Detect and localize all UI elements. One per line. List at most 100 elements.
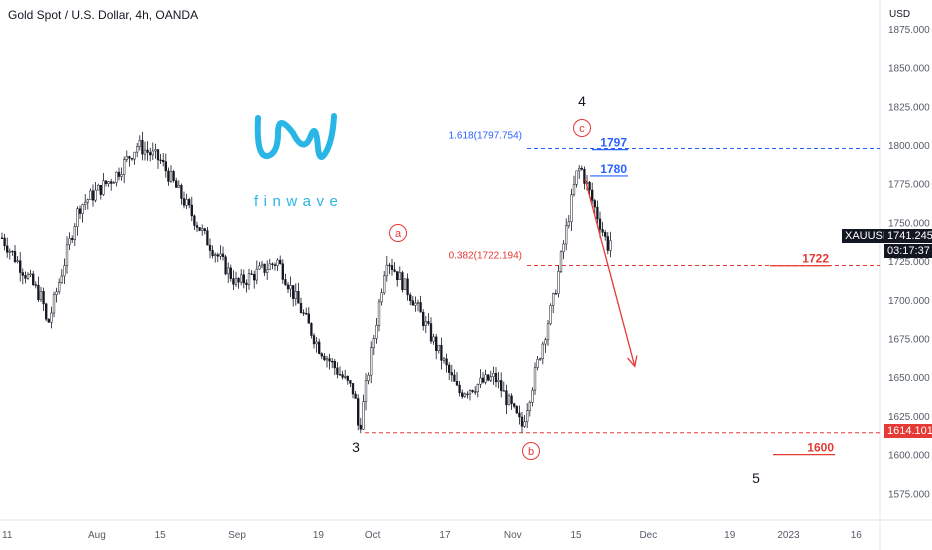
x-tick-label: 16	[851, 530, 863, 541]
candle-body	[167, 170, 170, 182]
countdown-tag: 03:17:37	[884, 244, 932, 258]
wave-label: 4	[578, 93, 586, 109]
candle-body	[377, 301, 381, 326]
candle-body	[99, 184, 102, 195]
candle-body	[237, 278, 240, 283]
y-tick-label: 1725.000	[888, 257, 930, 268]
candle-body	[489, 376, 492, 381]
candle-body	[164, 161, 167, 172]
candle-body	[45, 303, 48, 320]
candle-body	[492, 373, 495, 377]
candle-body	[570, 194, 573, 223]
candle-body	[263, 263, 266, 273]
candle-body	[180, 184, 183, 199]
candle-body	[505, 390, 508, 406]
x-tick-label: 11	[2, 530, 13, 541]
candle-body	[177, 184, 180, 188]
candle-body	[416, 302, 420, 304]
candle-body	[453, 374, 456, 382]
y-tick-label: 1750.000	[888, 218, 930, 229]
candle-body	[11, 250, 14, 253]
candle-body	[130, 158, 134, 160]
candle-body	[190, 204, 193, 217]
candle-body	[260, 263, 264, 267]
candle-body	[94, 189, 97, 201]
candle-body	[572, 184, 576, 195]
candle-body	[406, 278, 409, 296]
x-tick-label: 15	[155, 530, 167, 541]
candle-body	[151, 150, 154, 156]
candle-body	[500, 380, 503, 391]
candle-body	[128, 156, 131, 159]
candle-body	[484, 374, 487, 383]
candle-body	[479, 377, 482, 385]
candle-body	[528, 402, 531, 411]
x-tick-label: 2023	[777, 530, 800, 541]
target-label: 1797	[600, 136, 627, 150]
candle-body	[19, 260, 22, 273]
candle-body	[333, 361, 336, 369]
candle-body	[302, 312, 305, 314]
candle-body	[227, 267, 230, 275]
x-tick-label: 17	[439, 530, 451, 541]
candle-body	[481, 377, 485, 383]
candle-body	[559, 251, 563, 272]
candle-body	[609, 240, 612, 251]
candle-body	[73, 226, 76, 240]
candle-body	[107, 181, 110, 185]
candle-body	[424, 321, 427, 327]
candle-body	[344, 376, 347, 378]
candle-body	[193, 215, 196, 226]
wave-label-circle	[389, 224, 407, 242]
y-tick-label: 1800.000	[888, 141, 930, 152]
y-tick-label: 1675.000	[888, 335, 930, 346]
candle-body	[198, 227, 201, 231]
candle-body	[427, 321, 430, 324]
candle-body	[289, 285, 292, 290]
candle-body	[531, 389, 534, 403]
candle-body	[211, 250, 214, 256]
candle-body	[143, 149, 147, 155]
candle-body	[312, 335, 316, 345]
candle-body	[34, 284, 37, 286]
candle-body	[325, 358, 329, 361]
candle-body	[331, 360, 334, 363]
candle-body	[271, 263, 274, 265]
candle-body	[286, 284, 290, 290]
candle-body	[375, 325, 378, 339]
candle-body	[411, 300, 414, 306]
candle-body	[604, 232, 607, 237]
candle-body	[507, 395, 511, 406]
candle-body	[281, 263, 284, 280]
candle-body	[409, 294, 412, 301]
candle-body	[102, 180, 105, 195]
candle-body	[318, 341, 321, 354]
fib-0382-label: 0.382(1722.194)	[449, 250, 522, 261]
candle-body	[247, 273, 251, 286]
candle-body	[458, 384, 461, 393]
x-tick-label: 19	[313, 530, 325, 541]
candle-body	[567, 221, 570, 227]
y-tick-label: 1850.000	[888, 64, 930, 75]
candle-body	[388, 264, 391, 267]
candle-body	[544, 339, 547, 345]
candle-body	[323, 355, 326, 361]
candle-body	[273, 264, 277, 266]
candle-body	[526, 410, 529, 423]
candle-body	[266, 269, 269, 273]
candle-body	[276, 259, 279, 266]
candle-body	[588, 181, 591, 191]
candle-body	[37, 284, 40, 301]
candle-body	[310, 323, 313, 336]
candle-body	[188, 199, 191, 206]
candle-body	[487, 374, 490, 381]
candle-body	[468, 389, 472, 395]
candle-body	[546, 323, 550, 340]
candle-body	[255, 268, 258, 281]
candle-body	[47, 318, 50, 323]
target-label: 1600	[807, 441, 834, 455]
candle-body	[216, 254, 219, 257]
candle-body	[357, 398, 360, 426]
candle-body	[396, 271, 399, 280]
